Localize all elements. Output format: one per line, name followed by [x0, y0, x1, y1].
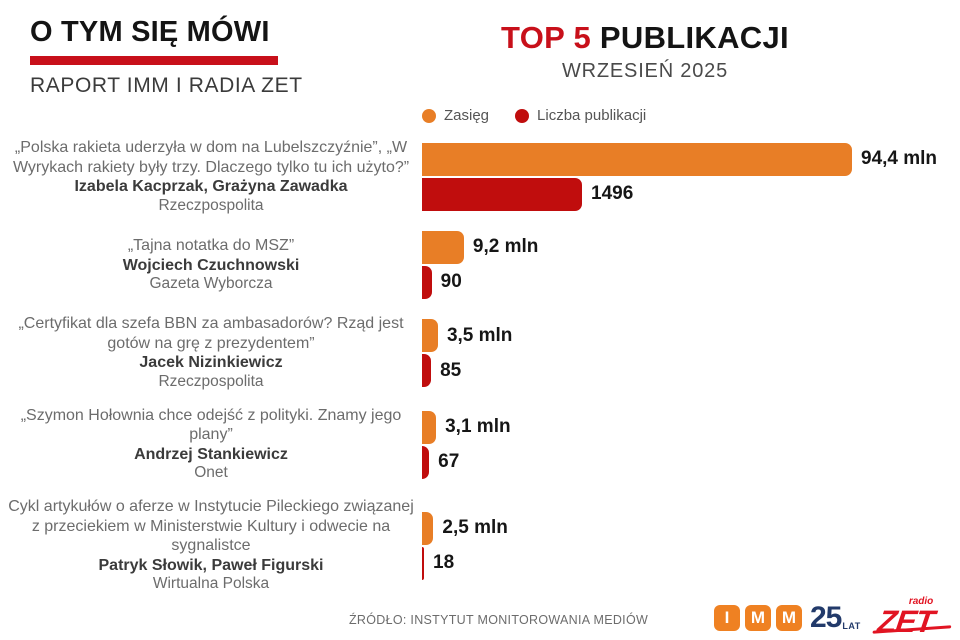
reach-value: 94,4 mln [861, 148, 938, 170]
reach-value: 9,2 mln [472, 236, 539, 258]
article-source: Gazeta Wyborcza [149, 275, 273, 293]
program-title: O TYM SIĘ MÓWI [30, 16, 270, 48]
bars-group: 3,5 mln 85 [422, 318, 960, 389]
publications-value: 67 [438, 451, 460, 473]
bars-group: 9,2 mln 90 [422, 229, 960, 300]
reach-value: 3,1 mln [445, 416, 511, 438]
source-attribution: ŹRÓDŁO: INSTYTUT MONITOROWANIA MEDIÓW [349, 613, 649, 627]
publications-value: 1496 [591, 183, 634, 205]
publications-value: 18 [433, 552, 455, 574]
reach-bar [422, 410, 437, 444]
bar-chart: „Polska rakieta uderzyła w dom na Lubels… [0, 138, 960, 608]
publications-bar [422, 177, 582, 211]
publications-bar-line: 18 [422, 546, 960, 580]
article-info: „Polska rakieta uderzyła w dom na Lubels… [0, 138, 422, 215]
article-source: Rzeczpospolita [158, 196, 264, 214]
reach-bar [422, 319, 438, 353]
reach-bar-line: 9,2 mln [422, 230, 960, 264]
reach-bar [422, 511, 434, 545]
article-title: „Polska rakieta uderzyła w dom na Lubels… [12, 139, 410, 176]
publications-bar-line: 85 [422, 354, 960, 388]
program-header: O TYM SIĘ MÓWI RAPORT IMM I RADIA ZET [30, 16, 330, 98]
publications-legend-label: Liczba publikacji [537, 107, 647, 124]
publications-bar [422, 354, 432, 388]
article-source: Rzeczpospolita [158, 373, 264, 390]
publications-value: 85 [440, 359, 462, 381]
reach-bar [422, 142, 852, 176]
chart-row-1: „Polska rakieta uderzyła w dom na Lubels… [0, 138, 960, 215]
bars-group: 94,4 mln 1496 [422, 141, 960, 212]
article-authors: Andrzej Stankiewicz [134, 445, 288, 463]
bars-group: 2,5 mln 18 [422, 510, 960, 581]
article-info: „Szymon Hołownia chce odejść z polityki.… [0, 406, 422, 483]
chart-title: TOP 5 PUBLIKACJI [430, 20, 860, 56]
imm-logo-letter: M [745, 604, 771, 631]
chart-subtitle: WRZESIEŃ 2025 [561, 60, 728, 82]
article-authors: Izabela Kacprzak, Grażyna Zawadka [74, 178, 348, 196]
reach-legend-dot [422, 108, 436, 123]
publications-bar [422, 546, 424, 580]
article-source: Onet [194, 464, 228, 482]
reach-bar-line: 3,1 mln [422, 410, 960, 444]
publications-bar-line: 90 [422, 265, 960, 299]
footer-logos: I M M 25 LAT radio ZET [714, 596, 936, 639]
publications-bar [422, 265, 432, 299]
article-title: „Tajna notatka do MSZ” [127, 236, 295, 254]
publications-value: 90 [440, 271, 462, 293]
red-rule-divider [30, 56, 278, 65]
legend-item-reach: Zasięg [422, 107, 489, 124]
article-source: Wirtualna Polska [152, 575, 270, 593]
legend-item-publications: Liczba publikacji [515, 107, 646, 124]
reach-legend-label: Zasięg [444, 107, 490, 124]
radio-zet-name: ZET [875, 604, 936, 639]
article-authors: Patryk Słowik, Paweł Figurski [98, 556, 324, 574]
article-title: Cykl artykułów o aferze w Instytucie Pil… [8, 498, 414, 555]
reach-bar-line: 94,4 mln [422, 142, 960, 176]
publications-legend-dot [515, 108, 530, 123]
chart-row-3: „Certyfikat dla szefa BBN za ambasadorów… [0, 314, 960, 391]
article-title: „Szymon Hołownia chce odejść z polityki.… [20, 406, 402, 444]
article-authors: Wojciech Czuchnowski [122, 256, 300, 274]
reach-bar [422, 230, 464, 264]
chart-header: TOP 5 PUBLIKACJI WRZESIEŃ 2025 [430, 20, 860, 83]
imm-25-number: 25 [810, 601, 842, 634]
article-info: Cykl artykułów o aferze w Instytucie Pil… [0, 497, 422, 594]
publications-bar [422, 445, 430, 479]
bars-group: 3,1 mln 67 [422, 409, 960, 480]
publications-bar-line: 1496 [422, 177, 960, 211]
article-title: „Certyfikat dla szefa BBN za ambasadorów… [18, 315, 404, 352]
program-subtitle: RAPORT IMM I RADIA ZET [30, 74, 303, 97]
radio-zet-radio-label: radio [908, 596, 934, 607]
radio-zet-logo: radio ZET [875, 596, 936, 639]
chart-row-5: Cykl artykułów o aferze w Instytucie Pil… [0, 497, 960, 594]
chart-row-2: „Tajna notatka do MSZ” Wojciech Czuchnow… [0, 229, 960, 300]
reach-bar-line: 3,5 mln [422, 319, 960, 353]
reach-bar-line: 2,5 mln [422, 511, 960, 545]
imm-25-lat-badge: 25 LAT [810, 601, 861, 634]
chart-title-accent: TOP 5 [501, 20, 592, 55]
imm-logo-letter: M [776, 604, 802, 631]
reach-value: 3,5 mln [446, 324, 513, 346]
chart-title-rest: PUBLIKACJI [591, 20, 789, 55]
article-info: „Tajna notatka do MSZ” Wojciech Czuchnow… [0, 236, 422, 294]
imm-lat-label: LAT [842, 621, 861, 631]
article-info: „Certyfikat dla szefa BBN za ambasadorów… [0, 314, 422, 391]
article-authors: Jacek Nizinkiewicz [139, 354, 283, 372]
publications-bar-line: 67 [422, 445, 960, 479]
imm-logo-letter: I [714, 604, 740, 631]
legend: Zasięg Liczba publikacji [422, 107, 646, 124]
imm-logo: I M M [714, 604, 802, 631]
reach-value: 2,5 mln [442, 517, 508, 539]
chart-row-4: „Szymon Hołownia chce odejść z polityki.… [0, 406, 960, 483]
